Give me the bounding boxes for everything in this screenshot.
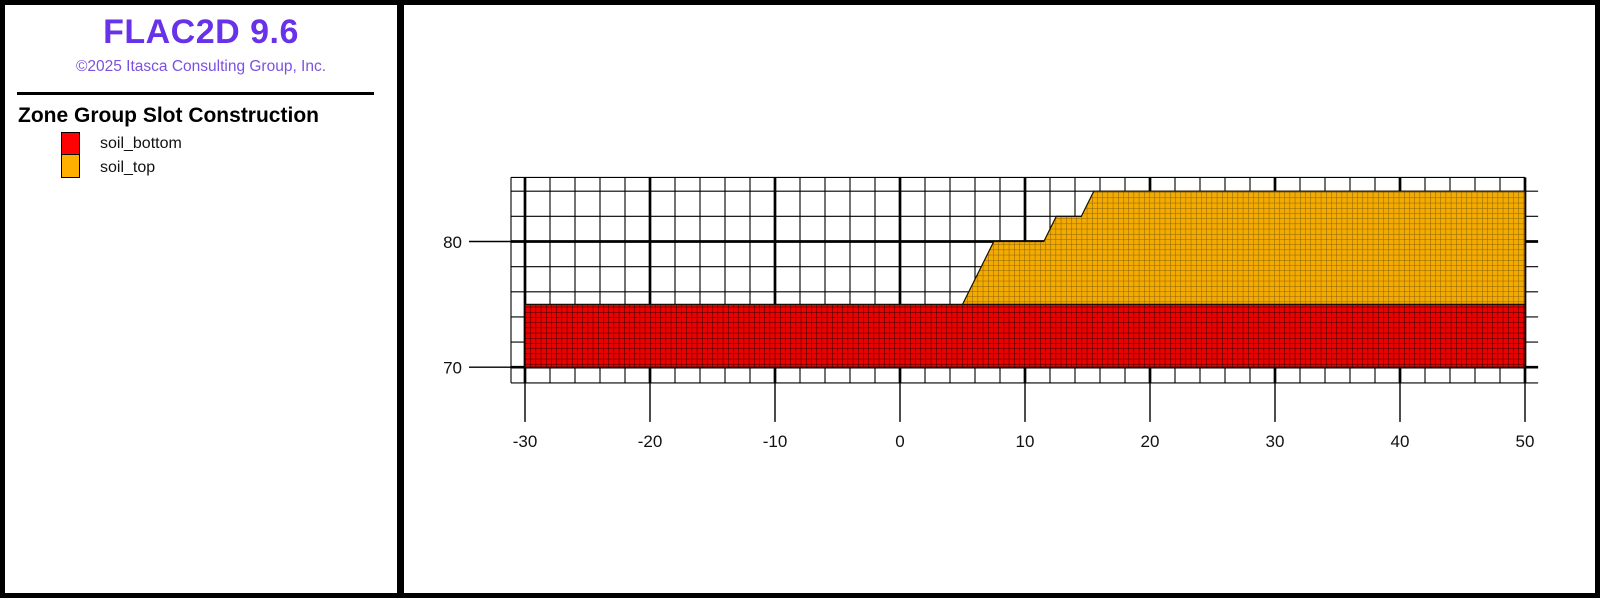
- legend-panel: FLAC2D 9.6 ©2025 Itasca Consulting Group…: [5, 5, 397, 593]
- soil-bottom-swatch: [61, 132, 80, 155]
- plot-panel: [404, 5, 1595, 593]
- panel-divider: [397, 0, 404, 598]
- legend-swatches: [61, 132, 80, 178]
- legend-label-soil-top: soil_top: [100, 159, 156, 176]
- soil-top-swatch: [61, 155, 80, 178]
- app-copyright: ©2025 Itasca Consulting Group, Inc.: [75, 58, 327, 75]
- legend-divider-line: [17, 92, 374, 95]
- legend-title: Zone Group Slot Construction: [18, 104, 319, 127]
- legend-label-soil-bottom: soil_bottom: [100, 135, 182, 152]
- app-title: FLAC2D 9.6: [103, 13, 299, 51]
